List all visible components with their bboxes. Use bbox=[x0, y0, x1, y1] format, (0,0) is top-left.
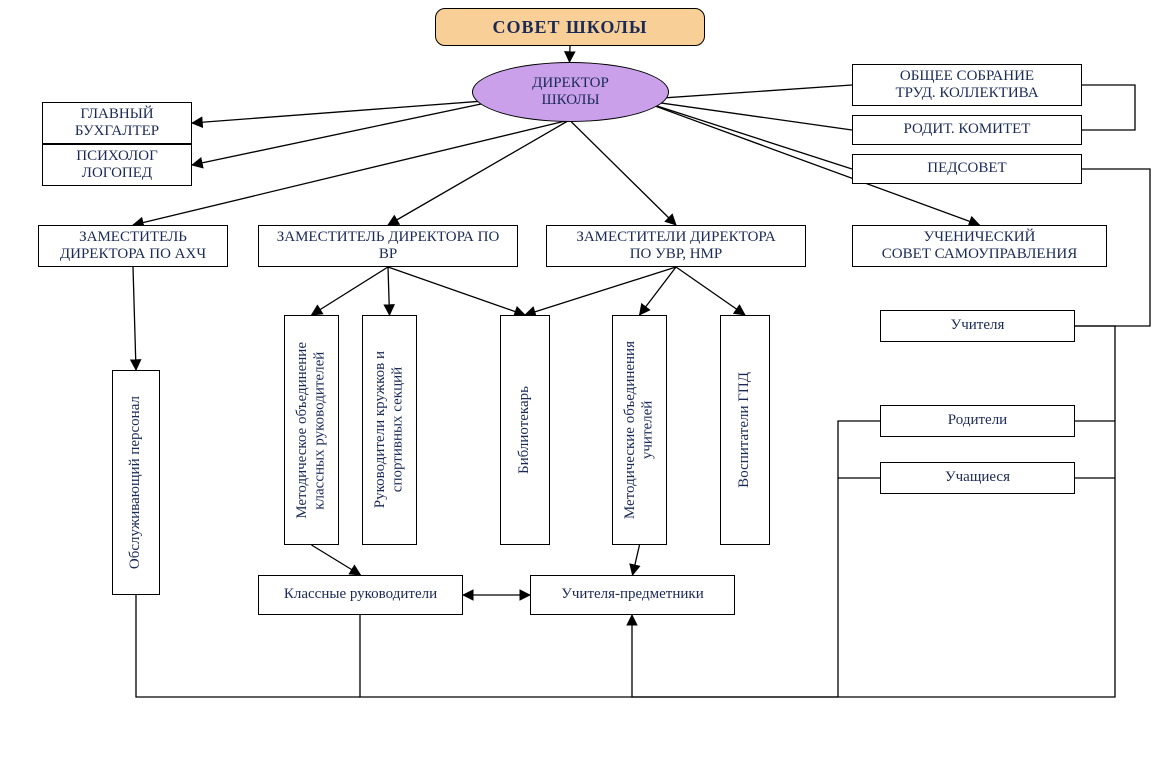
node-v_mo_class: Методическое объединение классных руково… bbox=[284, 315, 339, 545]
node-zam_uvr: ЗАМЕСТИТЕЛИ ДИРЕКТОРА ПО УВР, НМР bbox=[546, 225, 806, 267]
node-accountant: ГЛАВНЫЙ БУХГАЛТЕР bbox=[42, 102, 192, 144]
node-v_kruzhki: Руководители кружков и спортивных секций bbox=[362, 315, 417, 545]
org-chart: СОВЕТ ШКОЛЫ ДИРЕКТОР ШКОЛЫ ГЛАВНЫЙ БУХГАЛТ… bbox=[0, 0, 1169, 774]
node-zam_vr: ЗАМЕСТИТЕЛЬ ДИРЕКТОРА ПО ВР bbox=[258, 225, 518, 267]
node-staff: Обслуживающий персонал bbox=[112, 370, 160, 595]
node-director: ДИРЕКТОР ШКОЛЫ bbox=[472, 62, 669, 122]
node-zam_ahch: ЗАМЕСТИТЕЛЬ ДИРЕКТОРА ПО АХЧ bbox=[38, 225, 228, 267]
node-v_mo_teach: Методические объединения учителей bbox=[612, 315, 667, 545]
node-teachers: Учителя bbox=[880, 310, 1075, 342]
node-assembly: ОБЩЕЕ СОБРАНИЕ ТРУД. КОЛЛЕКТИВА bbox=[852, 64, 1082, 106]
node-class_heads: Классные руководители bbox=[258, 575, 463, 615]
node-students: Учащиеся bbox=[880, 462, 1075, 494]
node-v_bibl: Библиотекарь bbox=[500, 315, 550, 545]
node-stud_council: УЧЕНИЧЕСКИЙ СОВЕТ САМОУПРАВЛЕНИЯ bbox=[852, 225, 1107, 267]
node-pedsovet: ПЕДСОВЕТ bbox=[852, 154, 1082, 184]
node-parentcom: РОДИТ. КОМИТЕТ bbox=[852, 115, 1082, 145]
node-parents: Родители bbox=[880, 405, 1075, 437]
node-title: СОВЕТ ШКОЛЫ bbox=[435, 8, 705, 46]
node-subj_teach: Учителя-предметники bbox=[530, 575, 735, 615]
node-psych: ПСИХОЛОГ ЛОГОПЕД bbox=[42, 144, 192, 186]
node-v_gpd: Воспитатели ГПД bbox=[720, 315, 770, 545]
